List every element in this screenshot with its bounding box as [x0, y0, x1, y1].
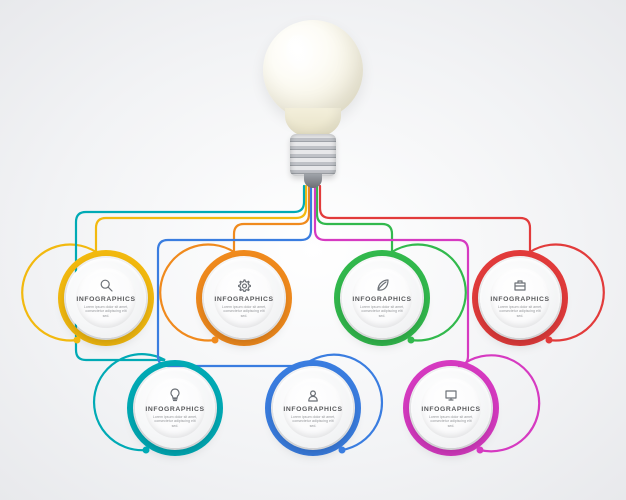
- info-node: INFOGRAPHICS Lorem ipsum dolor sit amet, …: [196, 250, 292, 346]
- bulb-icon: [168, 388, 182, 402]
- node-desc: Lorem ipsum dolor sit amet, consectetur …: [427, 415, 475, 428]
- info-node: INFOGRAPHICS Lorem ipsum dolor sit amet, …: [265, 360, 361, 456]
- lightbulb: [253, 20, 373, 190]
- bulb-highlight: [281, 30, 323, 81]
- node-disc-inner: INFOGRAPHICS Lorem ipsum dolor sit amet, …: [352, 268, 412, 328]
- info-node: INFOGRAPHICS Lorem ipsum dolor sit amet, …: [58, 250, 154, 346]
- infographic-stage: INFOGRAPHICS Lorem ipsum dolor sit amet, …: [0, 0, 626, 500]
- node-desc: Lorem ipsum dolor sit amet, consectetur …: [496, 305, 544, 318]
- node-disc-inner: INFOGRAPHICS Lorem ipsum dolor sit amet, …: [214, 268, 274, 328]
- leaf-icon: [375, 278, 389, 292]
- magnifier-icon: [99, 278, 113, 292]
- node-disc-inner: INFOGRAPHICS Lorem ipsum dolor sit amet, …: [76, 268, 136, 328]
- node-desc: Lorem ipsum dolor sit amet, consectetur …: [151, 415, 199, 428]
- monitor-icon: [444, 388, 458, 402]
- node-desc: Lorem ipsum dolor sit amet, consectetur …: [82, 305, 130, 318]
- info-node: INFOGRAPHICS Lorem ipsum dolor sit amet, …: [334, 250, 430, 346]
- wire-end-dot: [143, 447, 150, 454]
- node-desc: Lorem ipsum dolor sit amet, consectetur …: [289, 415, 337, 428]
- wire-end-dot: [212, 337, 219, 344]
- node-disc-inner: INFOGRAPHICS Lorem ipsum dolor sit amet, …: [490, 268, 550, 328]
- gear-icon: [237, 278, 251, 292]
- person-icon: [306, 388, 320, 402]
- node-disc-inner: INFOGRAPHICS Lorem ipsum dolor sit amet, …: [145, 378, 205, 438]
- node-title: INFOGRAPHICS: [421, 406, 480, 413]
- wire-end-dot: [339, 447, 346, 454]
- info-node: INFOGRAPHICS Lorem ipsum dolor sit amet, …: [403, 360, 499, 456]
- node-desc: Lorem ipsum dolor sit amet, consectetur …: [358, 305, 406, 318]
- briefcase-icon: [513, 278, 527, 292]
- wire-end-dot: [477, 447, 484, 454]
- wire-end-dot: [546, 337, 553, 344]
- node-title: INFOGRAPHICS: [490, 296, 549, 303]
- node-title: INFOGRAPHICS: [214, 296, 273, 303]
- wire-end-dot: [408, 337, 415, 344]
- node-title: INFOGRAPHICS: [76, 296, 135, 303]
- node-disc-inner: INFOGRAPHICS Lorem ipsum dolor sit amet, …: [283, 378, 343, 438]
- node-desc: Lorem ipsum dolor sit amet, consectetur …: [220, 305, 268, 318]
- node-title: INFOGRAPHICS: [352, 296, 411, 303]
- bulb-collar: [290, 134, 336, 176]
- bulb-tip: [304, 174, 322, 188]
- node-disc-inner: INFOGRAPHICS Lorem ipsum dolor sit amet, …: [421, 378, 481, 438]
- info-node: INFOGRAPHICS Lorem ipsum dolor sit amet, …: [472, 250, 568, 346]
- node-title: INFOGRAPHICS: [145, 406, 204, 413]
- wire-end-dot: [74, 337, 81, 344]
- info-node: INFOGRAPHICS Lorem ipsum dolor sit amet, …: [127, 360, 223, 456]
- bulb-glass: [263, 20, 363, 120]
- node-title: INFOGRAPHICS: [283, 406, 342, 413]
